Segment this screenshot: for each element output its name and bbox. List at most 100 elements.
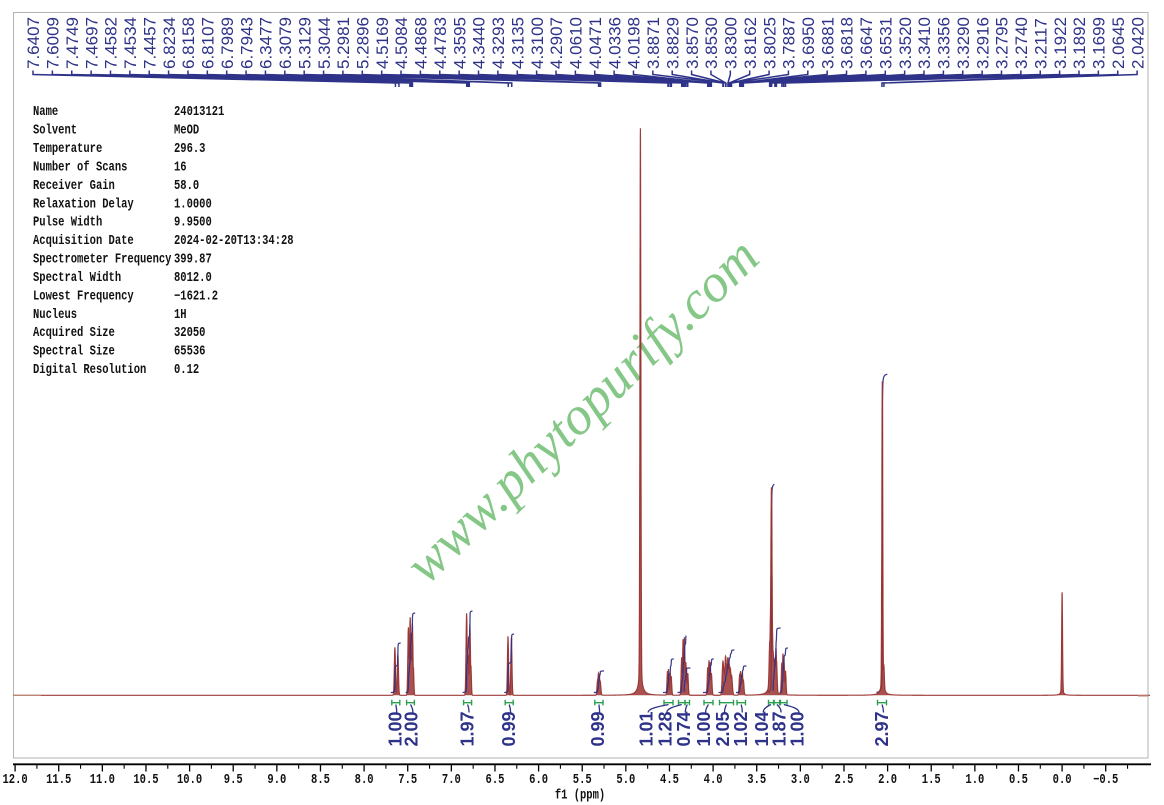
svg-text:6.7943: 6.7943	[237, 17, 256, 69]
svg-text:3.2117: 3.2117	[1031, 18, 1050, 69]
svg-text:4.3135: 4.3135	[508, 17, 527, 69]
svg-text:12.0: 12.0	[3, 772, 28, 788]
svg-text:7.6009: 7.6009	[44, 17, 63, 69]
svg-text:0.99: 0.99	[588, 711, 608, 746]
svg-text:5.3129: 5.3129	[295, 17, 314, 69]
svg-text:7.4457: 7.4457	[140, 17, 159, 69]
svg-text:6.8234: 6.8234	[160, 17, 179, 69]
svg-text:1.28: 1.28	[655, 711, 675, 746]
svg-text:3.8570: 3.8570	[683, 17, 702, 69]
svg-text:7.4697: 7.4697	[82, 17, 101, 69]
svg-text:1.87: 1.87	[770, 711, 790, 746]
svg-text:3.1699: 3.1699	[1090, 17, 1109, 69]
svg-text:4.0: 4.0	[704, 772, 723, 788]
svg-text:f1 (ppm): f1 (ppm)	[555, 787, 605, 803]
svg-text:5.5: 5.5	[573, 772, 592, 788]
svg-text:0.0: 0.0	[1053, 772, 1072, 788]
svg-text:2.05: 2.05	[713, 711, 733, 746]
svg-text:3.2916: 3.2916	[973, 17, 992, 69]
svg-text:7.4534: 7.4534	[121, 17, 140, 69]
svg-text:3.8300: 3.8300	[722, 17, 741, 69]
svg-text:5.2896: 5.2896	[353, 17, 372, 69]
svg-text:7.4749: 7.4749	[63, 17, 82, 69]
svg-text:4.3100: 4.3100	[528, 17, 547, 69]
svg-text:1.00: 1.00	[788, 711, 808, 746]
svg-text:4.0336: 4.0336	[605, 17, 624, 69]
svg-text:3.8530: 3.8530	[702, 17, 721, 69]
svg-text:10.0: 10.0	[177, 772, 202, 788]
svg-text:4.3293: 4.3293	[489, 17, 508, 69]
svg-text:4.5169: 4.5169	[373, 17, 392, 69]
svg-text:2.97: 2.97	[872, 711, 892, 746]
svg-text:7.4582: 7.4582	[102, 17, 121, 69]
svg-text:3.6647: 3.6647	[857, 17, 876, 69]
svg-text:3.8162: 3.8162	[741, 17, 760, 69]
svg-text:7.0: 7.0	[442, 772, 461, 788]
svg-text:3.8025: 3.8025	[760, 17, 779, 69]
svg-text:3.6818: 3.6818	[838, 17, 857, 69]
svg-text:1.97: 1.97	[458, 711, 478, 746]
svg-text:3.0: 3.0	[791, 772, 810, 788]
svg-text:2.5: 2.5	[835, 772, 854, 788]
svg-text:6.8107: 6.8107	[199, 17, 218, 69]
svg-text:4.5084: 4.5084	[392, 17, 411, 69]
svg-text:3.1922: 3.1922	[1051, 17, 1070, 69]
svg-text:1.00: 1.00	[385, 711, 405, 746]
svg-text:0.99: 0.99	[499, 711, 519, 746]
svg-text:4.2907: 4.2907	[547, 17, 566, 69]
svg-text:4.3595: 4.3595	[450, 17, 469, 69]
svg-text:5.2981: 5.2981	[334, 17, 353, 69]
svg-text:3.8829: 3.8829	[663, 17, 682, 69]
svg-text:2.0: 2.0	[878, 772, 897, 788]
svg-text:−0.5: −0.5	[1093, 772, 1118, 788]
svg-text:3.8871: 3.8871	[644, 17, 663, 69]
svg-text:1.00: 1.00	[694, 711, 714, 746]
svg-text:2.0645: 2.0645	[1109, 17, 1128, 69]
svg-text:7.5: 7.5	[398, 772, 417, 788]
svg-text:1.0: 1.0	[965, 772, 984, 788]
svg-text:3.3520: 3.3520	[896, 17, 915, 69]
svg-text:6.3477: 6.3477	[257, 17, 276, 69]
svg-text:9.0: 9.0	[267, 772, 286, 788]
svg-text:3.6950: 3.6950	[799, 17, 818, 69]
svg-text:3.7887: 3.7887	[780, 17, 799, 69]
svg-text:4.0198: 4.0198	[625, 17, 644, 69]
svg-text:0.74: 0.74	[674, 711, 694, 746]
svg-text:11.5: 11.5	[46, 772, 71, 788]
svg-text:3.2740: 3.2740	[1012, 17, 1031, 69]
svg-text:6.5: 6.5	[486, 772, 505, 788]
svg-text:11.0: 11.0	[90, 772, 115, 788]
svg-text:3.5: 3.5	[747, 772, 766, 788]
svg-text:6.3079: 6.3079	[276, 17, 295, 69]
svg-text:5.3044: 5.3044	[315, 17, 334, 69]
svg-text:1.02: 1.02	[731, 711, 751, 746]
svg-text:3.2795: 3.2795	[993, 17, 1012, 69]
svg-text:3.6881: 3.6881	[818, 17, 837, 69]
svg-text:4.0610: 4.0610	[567, 17, 586, 69]
svg-text:4.4868: 4.4868	[412, 17, 431, 69]
svg-text:4.0471: 4.0471	[586, 17, 605, 69]
svg-text:8.0: 8.0	[355, 772, 374, 788]
svg-text:3.1892: 3.1892	[1070, 17, 1089, 69]
svg-text:2.0420: 2.0420	[1128, 17, 1147, 69]
svg-text:8.5: 8.5	[311, 772, 330, 788]
svg-text:10.5: 10.5	[133, 772, 158, 788]
svg-text:3.6531: 3.6531	[876, 17, 895, 69]
svg-text:5.0: 5.0	[616, 772, 635, 788]
svg-text:6.0: 6.0	[529, 772, 548, 788]
svg-text:0.5: 0.5	[1009, 772, 1028, 788]
svg-text:7.6407: 7.6407	[24, 17, 43, 69]
svg-text:6.7989: 6.7989	[218, 17, 237, 69]
svg-text:4.5: 4.5	[660, 772, 679, 788]
svg-text:6.8158: 6.8158	[179, 17, 198, 69]
svg-text:3.3356: 3.3356	[935, 17, 954, 69]
svg-text:4.4783: 4.4783	[431, 17, 450, 69]
svg-text:3.3290: 3.3290	[954, 17, 973, 69]
svg-text:4.3440: 4.3440	[470, 17, 489, 69]
svg-text:1.01: 1.01	[637, 711, 657, 746]
svg-text:1.04: 1.04	[752, 711, 772, 746]
